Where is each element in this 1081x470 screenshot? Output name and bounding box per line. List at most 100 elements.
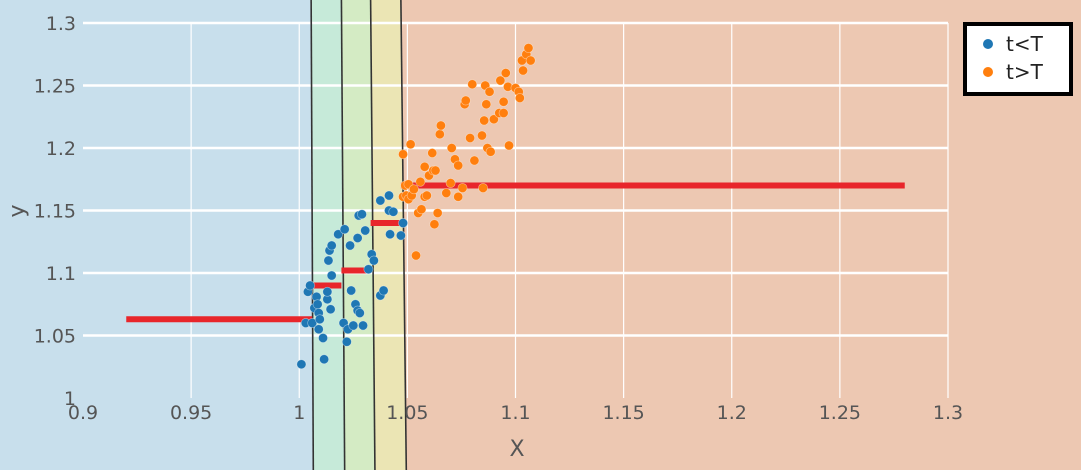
point-t-lt-T[interactable]	[339, 224, 350, 235]
point-t-gt-T[interactable]	[411, 250, 421, 261]
point-t-lt-T[interactable]	[352, 233, 363, 243]
point-t-gt-T[interactable]	[457, 183, 468, 193]
point-t-lt-T[interactable]	[323, 255, 334, 266]
tick-labels: 0.9 0.95 1 1.05 1.1 1.15 1.2 1.25 1.3 1 1.05 1.1 1.1…	[34, 13, 963, 424]
point-t-gt-T[interactable]	[415, 176, 426, 187]
point-t-gt-T[interactable]	[453, 160, 464, 171]
point-t-lt-T[interactable]	[326, 270, 337, 281]
point-t-lt-T[interactable]	[384, 190, 394, 201]
y-axis-title: y	[5, 204, 30, 217]
y-tick-label: 1.2	[46, 138, 76, 160]
point-t-gt-T[interactable]	[434, 129, 445, 140]
point-t-gt-T[interactable]	[421, 190, 432, 201]
point-t-gt-T[interactable]	[445, 178, 456, 188]
legend-box	[963, 22, 1073, 96]
point-t-gt-T[interactable]	[485, 146, 496, 157]
point-t-gt-T[interactable]	[478, 183, 488, 193]
legend-marker-t-gt-T[interactable]	[983, 67, 993, 77]
point-t-lt-T[interactable]	[357, 209, 367, 220]
point-t-gt-T[interactable]	[432, 208, 443, 218]
legend-label-t-lt-T[interactable]: t<T	[1006, 32, 1044, 56]
point-t-lt-T[interactable]	[346, 285, 357, 296]
point-t-lt-T[interactable]	[318, 333, 328, 343]
point-t-lt-T[interactable]	[296, 359, 307, 370]
data-points	[296, 43, 536, 370]
point-t-lt-T[interactable]	[314, 314, 325, 325]
point-t-gt-T[interactable]	[488, 114, 499, 125]
point-t-lt-T[interactable]	[354, 308, 365, 318]
point-t-gt-T[interactable]	[481, 99, 492, 110]
x-tick-label: 1.1	[500, 402, 530, 424]
point-t-lt-T[interactable]	[341, 336, 352, 347]
point-t-gt-T[interactable]	[498, 96, 509, 107]
point-t-gt-T[interactable]	[504, 140, 514, 151]
x-tick-label: 1.2	[717, 402, 747, 424]
point-t-lt-T[interactable]	[363, 264, 374, 275]
x-tick-label: 0.9	[68, 402, 98, 424]
point-t-gt-T[interactable]	[484, 86, 495, 97]
region-boundary-line	[369, 0, 376, 470]
legend-marker-t-lt-T[interactable]	[983, 39, 993, 49]
point-t-gt-T[interactable]	[408, 184, 419, 195]
y-tick-label: 1.25	[34, 76, 76, 98]
point-t-lt-T[interactable]	[395, 230, 406, 241]
point-t-gt-T[interactable]	[427, 148, 438, 158]
point-t-gt-T[interactable]	[495, 75, 506, 86]
point-t-gt-T[interactable]	[525, 55, 536, 66]
legend-label-t-gt-T[interactable]: t>T	[1006, 60, 1044, 84]
point-t-gt-T[interactable]	[500, 68, 511, 78]
point-t-lt-T[interactable]	[368, 255, 379, 266]
point-t-gt-T[interactable]	[435, 120, 446, 131]
point-t-gt-T[interactable]	[405, 139, 416, 150]
point-t-lt-T[interactable]	[398, 218, 408, 228]
point-t-gt-T[interactable]	[453, 191, 464, 202]
point-t-lt-T[interactable]	[305, 280, 315, 291]
x-tick-label: 1.3	[933, 402, 963, 424]
point-t-gt-T[interactable]	[465, 133, 475, 143]
point-t-lt-T[interactable]	[325, 304, 336, 315]
x-tick-label: 1.05	[386, 402, 428, 424]
point-t-lt-T[interactable]	[322, 286, 333, 297]
point-t-lt-T[interactable]	[312, 299, 323, 310]
point-t-gt-T[interactable]	[469, 155, 480, 166]
region-boundary-line	[340, 0, 346, 470]
legend: t<T t>T	[963, 22, 1073, 96]
x-tick-label: 0.95	[170, 402, 212, 424]
point-t-gt-T[interactable]	[441, 188, 452, 198]
point-t-gt-T[interactable]	[479, 115, 490, 126]
y-tick-label: 1	[64, 388, 76, 410]
point-t-gt-T[interactable]	[523, 43, 534, 53]
point-t-gt-T[interactable]	[430, 165, 441, 176]
point-t-lt-T[interactable]	[348, 320, 359, 331]
point-t-lt-T[interactable]	[319, 354, 330, 365]
point-t-lt-T[interactable]	[358, 320, 368, 331]
point-t-gt-T[interactable]	[446, 143, 457, 153]
point-t-gt-T[interactable]	[419, 161, 430, 172]
region-boundary-line	[310, 0, 315, 470]
point-t-lt-T[interactable]	[385, 229, 395, 240]
point-t-lt-T[interactable]	[345, 240, 355, 251]
point-t-gt-T[interactable]	[518, 65, 528, 76]
point-t-gt-T[interactable]	[514, 93, 525, 103]
point-t-gt-T[interactable]	[498, 108, 509, 118]
decision-region-2	[311, 0, 345, 470]
point-t-lt-T[interactable]	[360, 225, 371, 236]
point-t-lt-T[interactable]	[388, 206, 399, 217]
y-tick-label: 1.05	[34, 326, 76, 348]
point-t-gt-T[interactable]	[477, 130, 487, 141]
point-t-gt-T[interactable]	[460, 95, 471, 106]
point-t-gt-T[interactable]	[467, 79, 478, 90]
x-axis-title: X	[509, 437, 524, 462]
point-t-gt-T[interactable]	[416, 204, 427, 215]
point-t-lt-T[interactable]	[375, 195, 386, 206]
point-t-gt-T[interactable]	[398, 149, 408, 160]
x-tick-label: 1.15	[602, 402, 644, 424]
point-t-gt-T[interactable]	[429, 219, 440, 230]
y-tick-label: 1.1	[46, 263, 76, 285]
point-t-lt-T[interactable]	[378, 285, 389, 296]
point-t-lt-T[interactable]	[333, 229, 344, 240]
point-t-lt-T[interactable]	[313, 324, 324, 335]
point-t-lt-T[interactable]	[326, 240, 337, 251]
x-tick-label: 1.25	[819, 402, 861, 424]
